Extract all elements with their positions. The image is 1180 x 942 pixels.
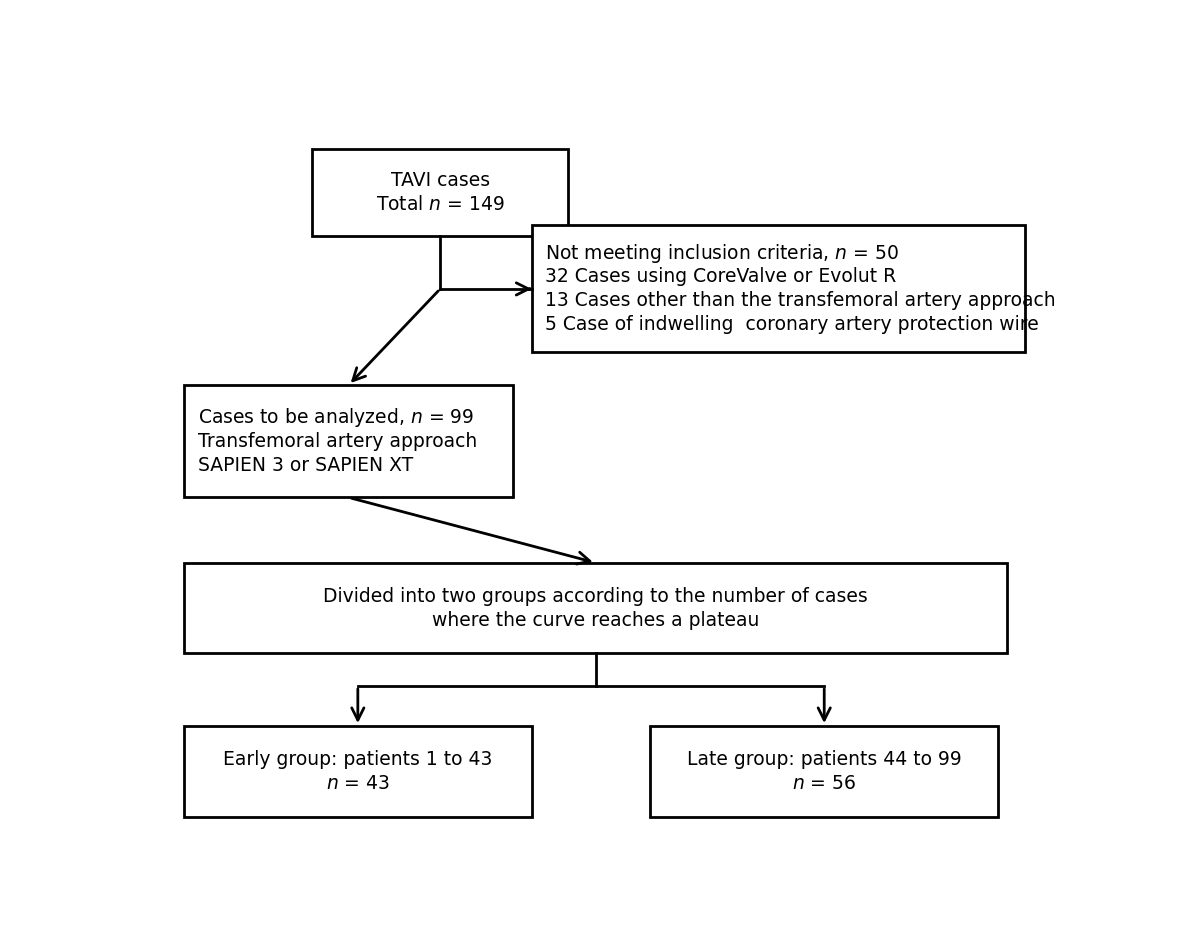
Text: Total $\it{n}$ = 149: Total $\it{n}$ = 149 [375,195,505,214]
Text: $\it{n}$ = 43: $\it{n}$ = 43 [326,773,389,793]
Text: Late group: patients 44 to 99: Late group: patients 44 to 99 [687,750,962,769]
Text: where the curve reaches a plateau: where the curve reaches a plateau [432,610,759,629]
FancyBboxPatch shape [650,726,998,817]
Text: $\it{n}$ = 56: $\it{n}$ = 56 [792,773,857,793]
Text: 5 Case of indwelling  coronary artery protection wire: 5 Case of indwelling coronary artery pro… [545,316,1040,334]
Text: 32 Cases using CoreValve or Evolut R: 32 Cases using CoreValve or Evolut R [545,268,897,286]
Text: Transfemoral artery approach: Transfemoral artery approach [198,431,477,451]
Text: Divided into two groups according to the number of cases: Divided into two groups according to the… [323,587,868,606]
FancyBboxPatch shape [184,726,531,817]
Text: 13 Cases other than the transfemoral artery approach: 13 Cases other than the transfemoral art… [545,291,1056,311]
Text: Not meeting inclusion criteria, $\it{n}$ = 50: Not meeting inclusion criteria, $\it{n}$… [545,241,899,265]
FancyBboxPatch shape [312,150,569,236]
FancyBboxPatch shape [184,562,1008,654]
FancyBboxPatch shape [531,225,1025,352]
Text: Cases to be analyzed, $\it{n}$ = 99: Cases to be analyzed, $\it{n}$ = 99 [198,406,474,429]
FancyBboxPatch shape [184,385,513,497]
Text: SAPIEN 3 or SAPIEN XT: SAPIEN 3 or SAPIEN XT [198,456,413,475]
Text: TAVI cases: TAVI cases [391,171,490,190]
Text: Early group: patients 1 to 43: Early group: patients 1 to 43 [223,750,492,769]
